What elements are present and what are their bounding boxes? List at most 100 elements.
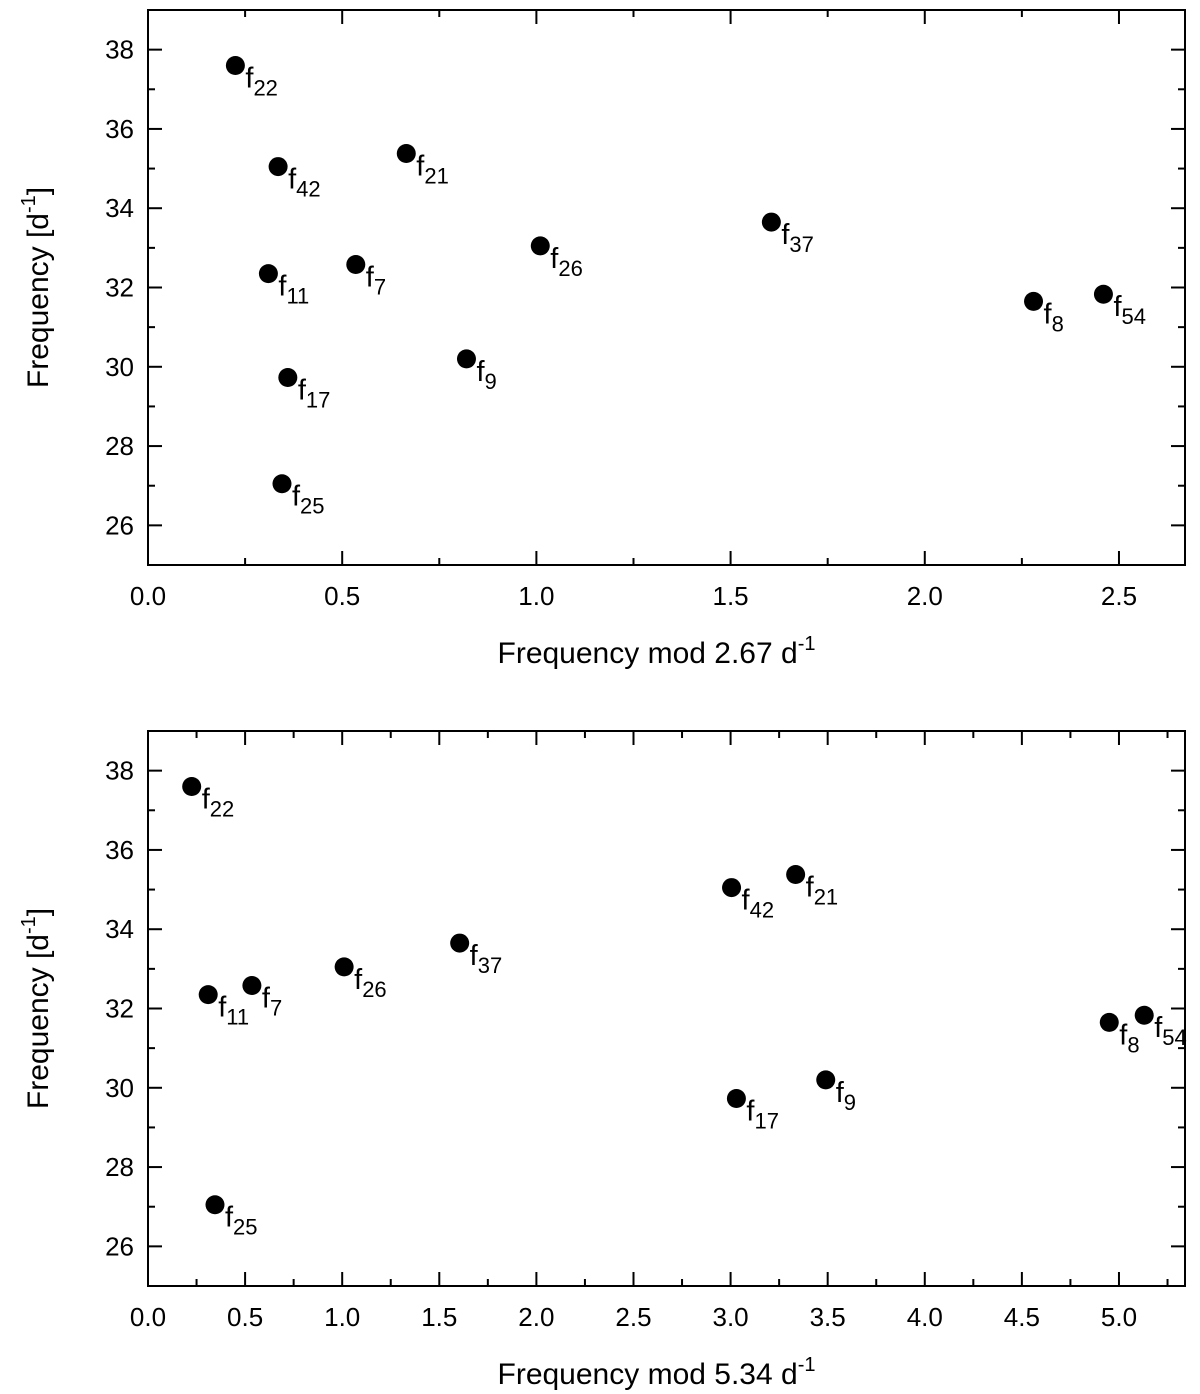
point-label-subscript: 25	[233, 1215, 257, 1240]
point-label-subscript: 17	[754, 1108, 778, 1133]
point-label-subscript: 54	[1122, 304, 1146, 329]
point-label-symbol: f	[1154, 1012, 1163, 1044]
y-tick-label: 36	[105, 835, 134, 865]
point-label-f11: f11	[218, 992, 249, 1030]
point-label-symbol: f	[298, 374, 307, 406]
point-label-f22: f22	[245, 63, 278, 101]
y-tick-label: 26	[105, 1231, 134, 1261]
x-tick-label: 1.5	[713, 581, 749, 611]
point-label-symbol: f	[470, 940, 479, 972]
point-label-f22: f22	[202, 784, 235, 822]
y-tick-label: 26	[105, 510, 134, 540]
point-label-f11: f11	[278, 271, 309, 309]
point-label-f21: f21	[806, 872, 839, 910]
x-tick-label: 2.5	[615, 1302, 651, 1332]
point-label-f21: f21	[416, 151, 449, 189]
y-tick-label: 30	[105, 1073, 134, 1103]
x-axis-title: Frequency mod 5.34 d-1	[498, 1354, 816, 1391]
point-label-symbol: f	[836, 1077, 845, 1109]
y-axis-title: Frequency [d-1]	[18, 908, 55, 1109]
point-label-subscript: 21	[424, 164, 448, 189]
point-label-subscript: 8	[1052, 311, 1064, 336]
point-label-subscript: 7	[374, 275, 386, 300]
point-f7	[242, 976, 262, 996]
x-tick-label: 2.0	[518, 1302, 554, 1332]
point-label-f37: f37	[781, 219, 814, 257]
point-label-symbol: f	[781, 219, 790, 251]
point-f42	[722, 878, 742, 898]
x-tick-label: 1.5	[421, 1302, 457, 1332]
point-label-subscript: 21	[814, 885, 838, 910]
point-f37	[761, 212, 781, 232]
point-f9	[816, 1070, 836, 1090]
x-tick-label: 3.5	[810, 1302, 846, 1332]
point-label-f26: f26	[550, 243, 583, 281]
x-tick-label: 1.0	[518, 581, 554, 611]
point-label-symbol: f	[1044, 298, 1053, 330]
point-label-subscript: 37	[789, 232, 813, 257]
point-label-symbol: f	[476, 356, 485, 388]
point-label-subscript: 11	[286, 284, 309, 309]
point-label-subscript: 37	[478, 953, 502, 978]
point-label-f37: f37	[470, 940, 503, 978]
point-f11	[198, 985, 218, 1005]
x-axis-title-exponent: -1	[798, 1354, 816, 1376]
point-label-symbol: f	[218, 992, 227, 1024]
point-label-symbol: f	[742, 885, 751, 917]
point-label-f54: f54	[1113, 291, 1146, 329]
point-f26	[334, 957, 354, 977]
point-label-f9: f9	[836, 1077, 856, 1115]
point-label-symbol: f	[354, 964, 363, 996]
point-f37	[450, 933, 470, 953]
x-tick-label: 1.0	[324, 1302, 360, 1332]
point-label-symbol: f	[746, 1095, 755, 1127]
point-label-f8: f8	[1119, 1019, 1139, 1057]
point-f26	[530, 236, 550, 256]
point-f54	[1093, 284, 1113, 304]
point-f8	[1099, 1012, 1119, 1032]
point-label-symbol: f	[202, 784, 211, 816]
point-label-f42: f42	[742, 885, 775, 923]
point-label-subscript: 26	[362, 977, 386, 1002]
point-label-f26: f26	[354, 964, 387, 1002]
y-tick-label: 28	[105, 431, 134, 461]
y-axis-title-tail: ]	[22, 187, 55, 195]
x-axis-title-exponent: -1	[798, 633, 816, 655]
point-label-f7: f7	[366, 262, 386, 300]
point-label-f17: f17	[746, 1095, 779, 1133]
point-label-subscript: 22	[210, 797, 234, 822]
y-axis-title-text: Frequency [d	[22, 213, 55, 388]
x-tick-label: 0.5	[324, 581, 360, 611]
point-f22	[182, 777, 202, 796]
point-label-symbol: f	[278, 271, 287, 303]
point-f21	[786, 865, 806, 885]
point-label-subscript: 7	[270, 996, 282, 1021]
point-label-subscript: 42	[750, 898, 774, 923]
point-f9	[456, 349, 476, 369]
top-scatter-panel: 0.0 0.5 1.0 1.5 2.0 2.5 26 28 30 32 34 36 38 Frequenc…	[18, 9, 1186, 670]
point-label-subscript: 25	[300, 494, 324, 519]
plot-frame	[147, 730, 1186, 1287]
x-tick-label: 0.5	[227, 1302, 263, 1332]
point-f42	[268, 157, 288, 177]
point-label-symbol: f	[245, 63, 254, 95]
x-axis-title-text: Frequency mod 2.67 d	[498, 637, 798, 670]
point-label-symbol: f	[1119, 1019, 1128, 1051]
point-label-subscript: 9	[844, 1090, 856, 1115]
y-axis-title-text: Frequency [d	[22, 934, 55, 1109]
x-axis-title: Frequency mod 2.67 d-1	[498, 633, 816, 670]
point-label-f7: f7	[262, 983, 282, 1021]
x-tick-label: 0.0	[130, 581, 166, 611]
point-label-subscript: 8	[1127, 1032, 1139, 1057]
point-f25	[272, 474, 292, 494]
x-tick-label: 4.5	[1004, 1302, 1040, 1332]
x-tick-label: 2.5	[1101, 581, 1137, 611]
y-tick-label: 36	[105, 114, 134, 144]
point-label-subscript: 42	[296, 177, 320, 202]
point-label-f42: f42	[288, 164, 321, 202]
point-f21	[396, 144, 416, 164]
point-label-f25: f25	[225, 1202, 258, 1240]
point-label-subscript: 11	[226, 1005, 249, 1030]
point-label-symbol: f	[550, 243, 559, 275]
